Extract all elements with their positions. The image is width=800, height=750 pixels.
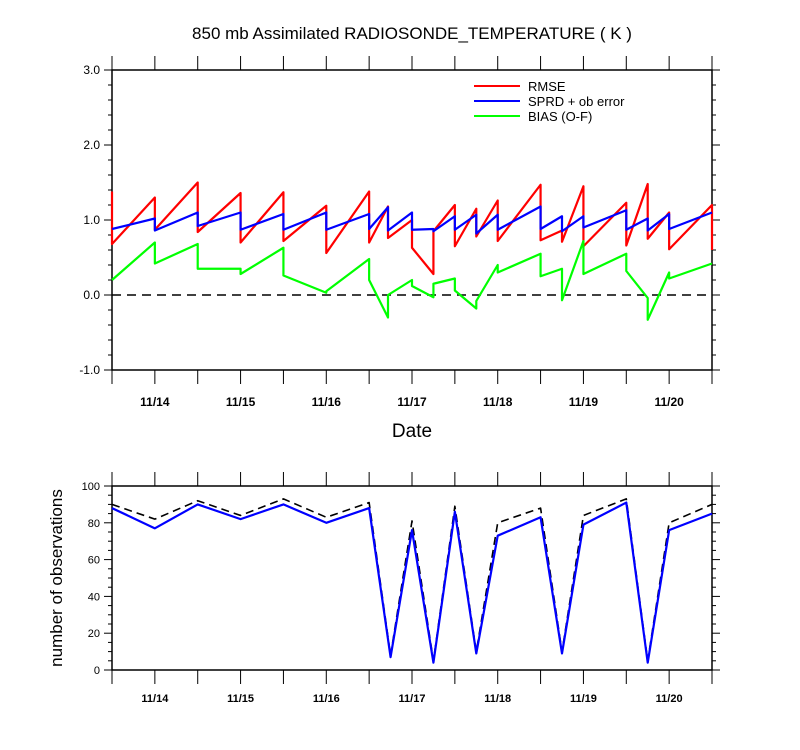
bias-rmse-chart: -1.0 0.0 1.0 2.0 3.0 11/14 11/15 11/16 11/17 11/1… <box>79 24 720 442</box>
top-title: 850 mb Assimilated RADIOSONDE_TEMPERATUR… <box>192 24 632 43</box>
bottom-y-tick-label: 0 <box>94 665 100 677</box>
top-x-tick-label: 11/17 <box>397 395 427 409</box>
top-y-tick-label: 2.0 <box>83 138 100 152</box>
top-x-tick-label: 11/20 <box>654 395 684 409</box>
top-x-axis-label: Date <box>392 421 432 442</box>
bottom-x-tick-label: 11/16 <box>313 693 340 705</box>
bottom-x-tick-label: 11/15 <box>227 693 254 705</box>
bottom-series-total-observations <box>111 498 713 662</box>
bottom-x-tick-label: 11/14 <box>141 693 169 705</box>
bottom-y-tick-label: 60 <box>88 555 100 567</box>
bottom-x-tick-label: 11/18 <box>484 693 511 705</box>
top-series-bias-o-f <box>111 239 713 321</box>
top-x-tick-label: 11/18 <box>483 395 513 409</box>
top-legend-label: SPRD + ob error <box>528 94 625 109</box>
top-x-tick-label: 11/16 <box>312 395 342 409</box>
bottom-y-tick-label: 100 <box>82 481 100 493</box>
bottom-x-tick-label: 11/20 <box>656 693 683 705</box>
top-x-tick-label: 11/15 <box>226 395 256 409</box>
bottom-y-axis-label: number of observations <box>47 489 66 667</box>
top-legend-label: BIAS (O-F) <box>528 109 592 124</box>
bottom-y-tick-label: 40 <box>88 591 100 603</box>
bottom-plot-frame <box>111 485 713 671</box>
top-legend-label: RMSE <box>528 79 566 94</box>
top-y-tick-label: 0.0 <box>83 288 100 302</box>
bottom-y-tick-label: 80 <box>88 518 100 530</box>
top-y-tick-label: 3.0 <box>83 63 100 77</box>
bottom-y-tick-label: 20 <box>88 628 100 640</box>
top-x-tick-label: 11/19 <box>569 395 599 409</box>
top-series-sprd-ob-error <box>111 205 713 235</box>
top-x-tick-label: 11/14 <box>140 395 170 409</box>
bottom-x-tick-label: 11/17 <box>399 693 426 705</box>
bottom-x-tick-label: 11/19 <box>570 693 597 705</box>
top-y-tick-label: 1.0 <box>83 213 100 227</box>
top-y-tick-label: -1.0 <box>79 363 100 377</box>
bottom-series-assimilated-observations <box>111 501 713 664</box>
